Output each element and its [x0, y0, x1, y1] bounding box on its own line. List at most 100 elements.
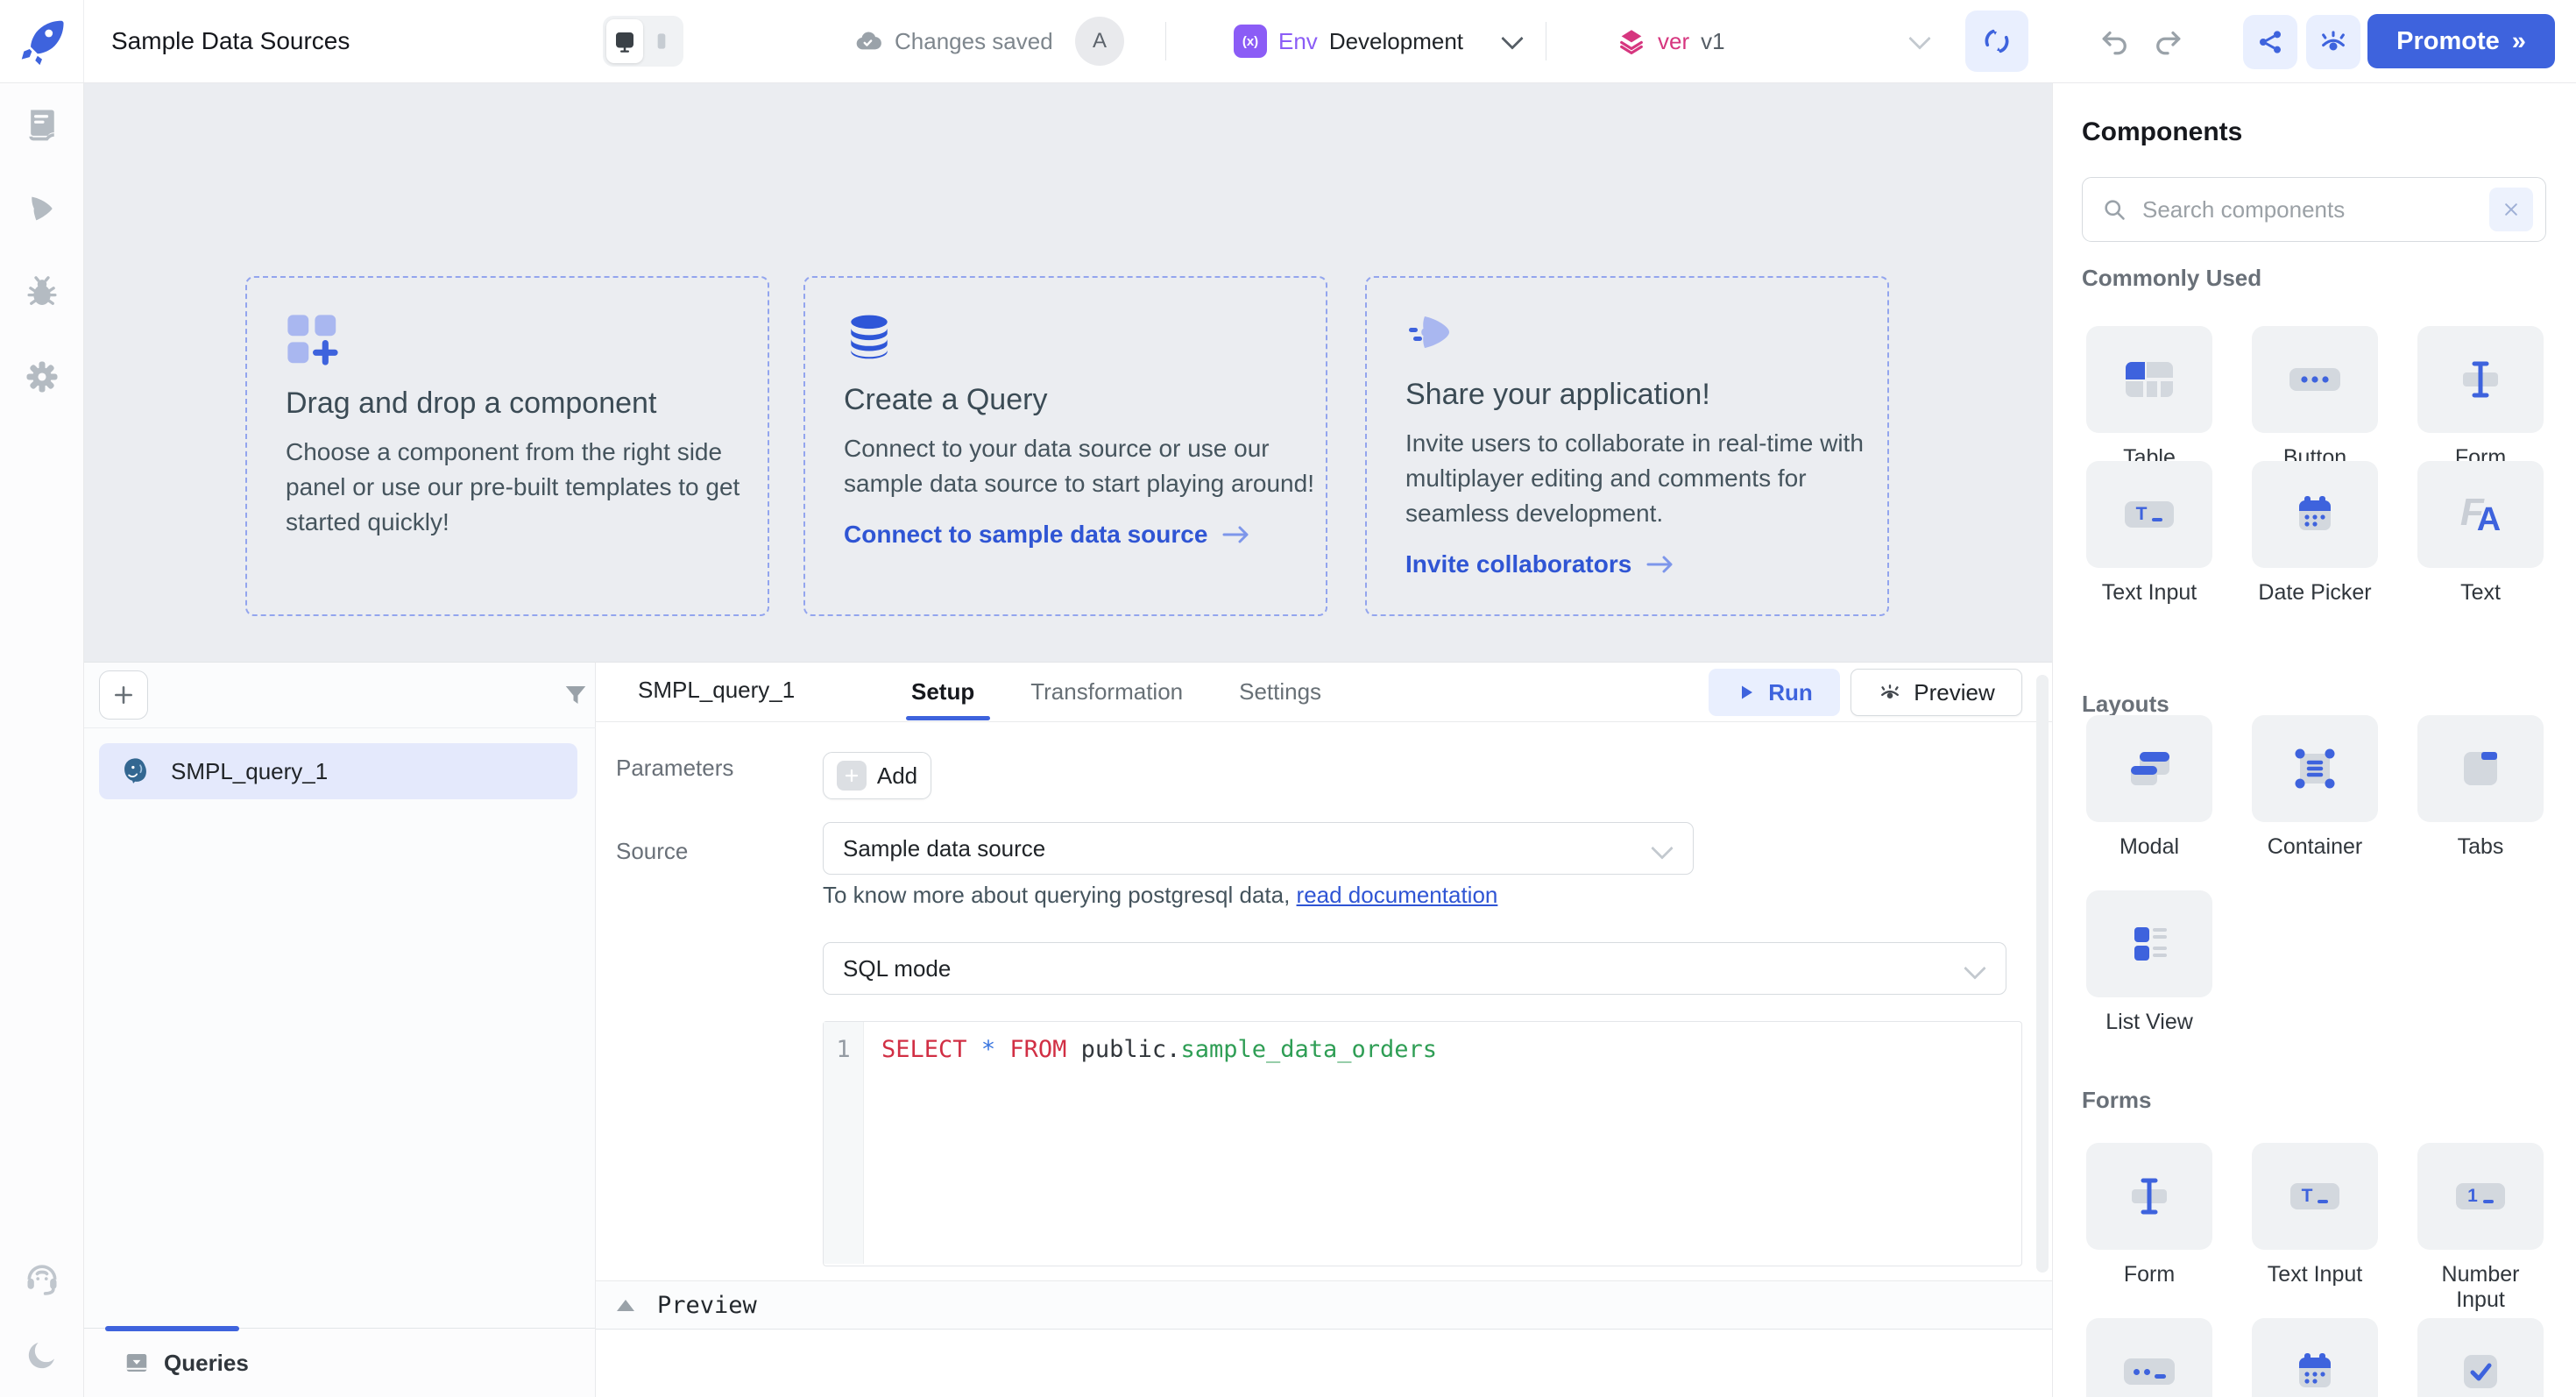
component-search — [2082, 177, 2546, 242]
component-text-input[interactable]: T Text Input — [2252, 1143, 2378, 1313]
env-badge-icon: (x) — [1234, 25, 1267, 58]
component-label: Form — [2123, 1262, 2176, 1287]
sidebar-item-debugger[interactable] — [0, 258, 83, 328]
queries-panel-icon — [124, 1350, 150, 1376]
preview-query-button[interactable]: Preview — [1851, 669, 2022, 716]
run-label: Run — [1768, 678, 1813, 706]
sync-button[interactable] — [1965, 11, 2028, 72]
sidebar-item-inspector[interactable] — [0, 174, 83, 244]
text-input-icon: T — [2125, 501, 2174, 528]
source-value: Sample data source — [843, 834, 1046, 862]
preview-app-button[interactable] — [2306, 15, 2360, 69]
tab-settings[interactable]: Settings — [1239, 677, 1322, 705]
cloud-check-icon — [854, 27, 882, 55]
redo-button[interactable] — [2145, 19, 2190, 65]
component-checkbox[interactable] — [2417, 1318, 2544, 1397]
component-form[interactable]: Form — [2086, 1143, 2212, 1313]
left-navigation-rail — [0, 82, 84, 1397]
tab-queries[interactable]: Queries — [124, 1329, 249, 1397]
mobile-view-button[interactable] — [643, 19, 680, 63]
app-canvas[interactable]: Drag and drop a component Choose a compo… — [83, 82, 2052, 662]
sidebar-item-settings[interactable] — [0, 342, 83, 412]
filter-queries-button[interactable] — [556, 671, 595, 719]
card-link-label: Connect to sample data source — [844, 521, 1208, 548]
query-mode-select[interactable]: SQL mode — [823, 942, 2006, 995]
version-layers-icon — [1617, 26, 1646, 56]
dark-mode-toggle[interactable] — [0, 1320, 83, 1390]
env-value: Development — [1328, 27, 1464, 54]
component-date-picker[interactable] — [2252, 1318, 2378, 1397]
line-number-gutter: 1 — [824, 1022, 864, 1264]
sidebar-item-pages[interactable] — [0, 89, 83, 160]
tabs-icon — [2457, 745, 2504, 792]
scrollbar[interactable] — [2036, 675, 2049, 1273]
sql-code-editor[interactable]: 1 SELECT * FROM public.sample_data_order… — [823, 1021, 2022, 1266]
read-documentation-link[interactable]: read documentation — [1296, 882, 1498, 908]
component-date-picker[interactable]: Date Picker — [2252, 461, 2378, 606]
connect-sample-data-source-link[interactable]: Connect to sample data source — [844, 521, 1287, 549]
component-table[interactable]: Table — [2086, 326, 2212, 471]
run-query-button[interactable]: Run — [1709, 669, 1840, 716]
promote-label: Promote — [2396, 26, 2500, 55]
user-avatar[interactable]: A — [1075, 17, 1124, 66]
source-helper-text: To know more about querying postgresql d… — [823, 882, 1497, 909]
query-editor-panel: SMPL_query_1 Setup Transformation Settin… — [596, 662, 2052, 1397]
top-bar: Sample Data Sources Changes saved A (x) — [0, 0, 2576, 83]
settings-gear-icon — [24, 358, 60, 395]
promote-button[interactable]: Promote » — [2367, 14, 2555, 68]
plus-icon — [112, 684, 135, 706]
app-logo[interactable] — [0, 0, 84, 82]
tab-setup[interactable]: Setup — [911, 677, 975, 705]
undo-button[interactable] — [2092, 19, 2138, 65]
source-label: Source — [616, 838, 689, 864]
sql-code-line: SELECT * FROM public.sample_data_orders — [881, 1036, 1438, 1063]
device-toggle — [603, 16, 683, 67]
component-text-input[interactable]: T Text Input — [2086, 461, 2212, 606]
rocket-logo-icon — [15, 14, 69, 68]
component-label: Modal — [2119, 834, 2180, 859]
chevron-down-icon — [1501, 27, 1524, 50]
component-container[interactable]: Container — [2252, 715, 2378, 860]
component-list-view[interactable]: List View — [2086, 890, 2212, 1035]
query-editor-tabs: Setup Transformation Settings — [906, 663, 1327, 720]
env-badge-label: Env — [1278, 27, 1318, 54]
pages-icon — [23, 105, 61, 144]
source-select[interactable]: Sample data source — [823, 822, 1694, 875]
component-label: Number Input — [2441, 1262, 2520, 1312]
desktop-view-button[interactable] — [606, 19, 643, 63]
list-view-icon — [2126, 920, 2173, 968]
component-label: List View — [2105, 1010, 2193, 1034]
component-label: Text Input — [2267, 1262, 2363, 1287]
query-list-panel: SMPL_query_1 Queries — [83, 662, 636, 1397]
arrow-right-icon — [1221, 524, 1251, 545]
clear-search-button[interactable] — [2489, 188, 2533, 231]
add-query-button[interactable] — [99, 670, 148, 720]
tab-transformation[interactable]: Transformation — [1030, 677, 1184, 705]
component-tabs[interactable]: Tabs — [2417, 715, 2544, 860]
component-form[interactable]: Form — [2417, 326, 2544, 471]
component-label: Text — [2460, 580, 2501, 605]
search-icon — [2102, 197, 2127, 222]
version-value: v1 — [1701, 27, 1725, 54]
eye-icon — [2318, 27, 2348, 57]
preview-section-toggle[interactable]: Preview — [596, 1280, 2052, 1330]
search-components-input[interactable] — [2141, 195, 2475, 224]
component-modal[interactable]: Modal — [2086, 715, 2212, 860]
environment-selector[interactable]: (x) Env Development — [1234, 0, 1524, 82]
component-password-input[interactable] — [2086, 1318, 2212, 1397]
invite-collaborators-link[interactable]: Invite collaborators — [1405, 550, 1849, 578]
plus-icon — [836, 761, 867, 791]
component-number-input[interactable]: 1 Number Input — [2417, 1143, 2544, 1313]
share-button[interactable] — [2243, 15, 2297, 69]
component-row: Table Button Form — [2086, 326, 2544, 471]
form-icon — [2456, 355, 2505, 404]
date-picker-icon — [2292, 1349, 2338, 1394]
play-icon — [1736, 682, 1757, 703]
add-parameter-button[interactable]: Add — [823, 752, 931, 799]
sidebar-item-support[interactable] — [0, 1243, 83, 1313]
query-list-item-selected[interactable]: SMPL_query_1 — [99, 743, 577, 799]
component-button[interactable]: Button — [2252, 326, 2378, 471]
version-selector[interactable]: ver v1 — [1617, 0, 1931, 82]
send-cursor-icon — [25, 191, 60, 226]
